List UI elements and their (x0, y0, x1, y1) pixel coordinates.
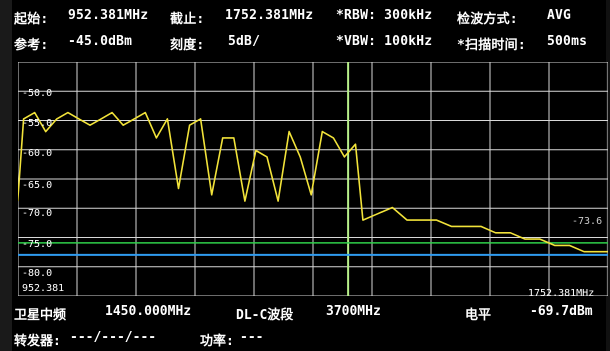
band-label: DL-C波段 (236, 308, 294, 323)
detect-mode-label: 检波方式: (457, 12, 518, 27)
stop-freq-label: 截止: (170, 12, 205, 27)
stop-freq-value: 1752.381MHz (225, 8, 314, 23)
transponder-value: ---/---/--- (70, 330, 157, 345)
power-value: --- (240, 330, 264, 345)
y-tick-label: -75.0 (22, 239, 53, 250)
y-tick-label: -65.0 (22, 180, 53, 191)
start-freq-value: 952.381MHz (68, 8, 149, 23)
if-value: 1450.000MHz (105, 304, 192, 319)
power-label: 功率: (200, 334, 234, 349)
level-value: -69.7dBm (530, 304, 593, 319)
sweep-time-value: 500ms (547, 34, 588, 49)
y-tick-label: -80.0 (22, 268, 53, 279)
rbw-setting: *RBW: 300kHz (336, 8, 433, 23)
ref-level-label: 参考: (14, 38, 49, 53)
sweep-time-label: *扫描时间: (457, 38, 526, 53)
spectrum-svg (18, 62, 608, 296)
x-end-label: 1752.381MHz (528, 288, 595, 299)
scale-label: 刻度: (170, 38, 205, 53)
screen-bezel (0, 0, 12, 351)
screen-bezel-right (606, 0, 610, 351)
vbw-setting: *VBW: 100kHz (336, 34, 433, 49)
spectrum-trace (18, 111, 608, 253)
spectrum-plot (18, 62, 608, 296)
threshold-value: -73.6 (572, 216, 603, 227)
x-start-label: 952.381 (22, 283, 65, 294)
y-tick-label: -60.0 (22, 148, 53, 159)
detect-mode-value: AVG (547, 8, 572, 23)
level-label: 电平 (465, 308, 492, 323)
start-freq-label: 起始: (14, 12, 49, 27)
y-tick-label: -70.0 (22, 208, 53, 219)
if-label: 卫星中频 (14, 308, 67, 323)
transponder-label: 转发器: (14, 334, 61, 349)
scale-value: 5dB/ (228, 34, 261, 49)
y-tick-label: -50.0 (22, 88, 53, 99)
ref-level-value: -45.0dBm (68, 34, 133, 49)
band-value: 3700MHz (326, 304, 381, 319)
y-tick-label: -55.0 (22, 118, 53, 129)
